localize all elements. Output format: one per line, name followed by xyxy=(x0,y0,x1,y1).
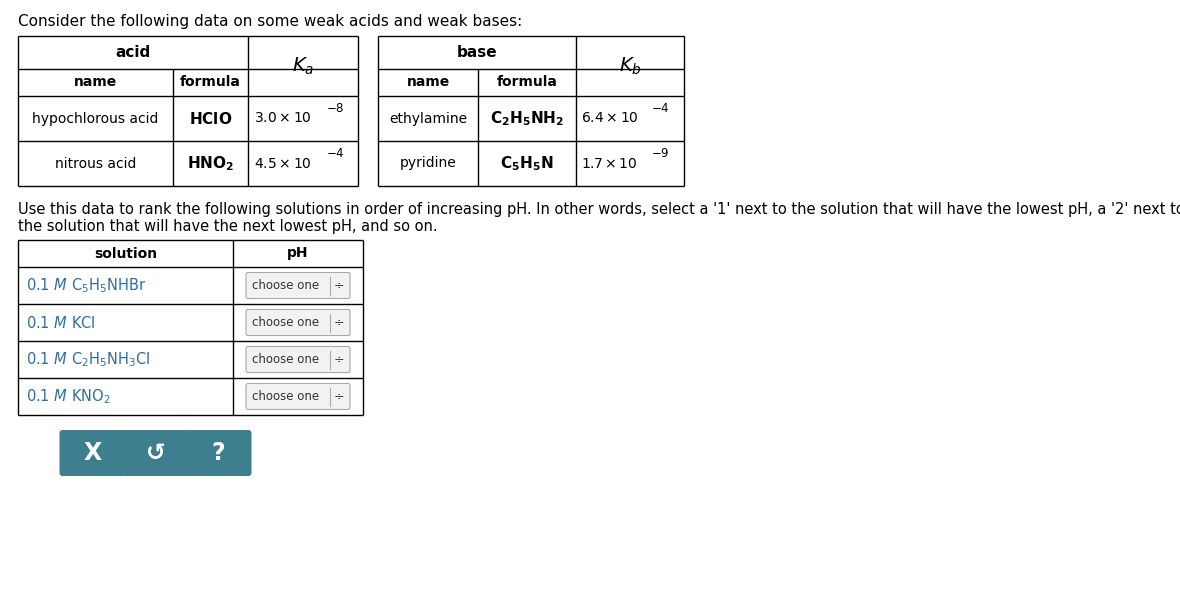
Text: pyridine: pyridine xyxy=(400,156,457,170)
Text: ÷: ÷ xyxy=(334,353,345,366)
Text: $-8$: $-8$ xyxy=(326,102,345,115)
Text: ÷: ÷ xyxy=(334,316,345,329)
Text: name: name xyxy=(74,75,117,89)
FancyBboxPatch shape xyxy=(245,384,350,409)
Text: Consider the following data on some weak acids and weak bases:: Consider the following data on some weak… xyxy=(18,14,523,29)
Text: $K_a$: $K_a$ xyxy=(291,55,314,77)
Text: choose one: choose one xyxy=(253,353,320,366)
FancyBboxPatch shape xyxy=(245,310,350,335)
Text: the solution that will have the next lowest pH, and so on.: the solution that will have the next low… xyxy=(18,219,438,234)
Text: $\mathbf{HClO}$: $\mathbf{HClO}$ xyxy=(189,110,232,126)
Text: name: name xyxy=(406,75,450,89)
Text: hypochlorous acid: hypochlorous acid xyxy=(32,112,158,126)
Text: ÷: ÷ xyxy=(334,390,345,403)
Text: 0.1 $\it{M}$ C$_5$H$_5$NHBr: 0.1 $\it{M}$ C$_5$H$_5$NHBr xyxy=(26,276,146,295)
Text: $3.0\times10$: $3.0\times10$ xyxy=(254,112,312,126)
FancyBboxPatch shape xyxy=(245,273,350,299)
Text: ↺: ↺ xyxy=(145,441,165,465)
Text: solution: solution xyxy=(94,246,157,261)
FancyBboxPatch shape xyxy=(59,430,125,476)
Text: $\mathbf{C_2H_5NH_2}$: $\mathbf{C_2H_5NH_2}$ xyxy=(490,109,564,128)
Text: formula: formula xyxy=(181,75,241,89)
Text: $4.5\times10$: $4.5\times10$ xyxy=(254,156,312,170)
Text: $6.4\times10$: $6.4\times10$ xyxy=(581,112,638,126)
Text: formula: formula xyxy=(497,75,557,89)
Text: $K_b$: $K_b$ xyxy=(618,55,642,77)
Text: choose one: choose one xyxy=(253,279,320,292)
Text: $-9$: $-9$ xyxy=(651,147,669,160)
Text: choose one: choose one xyxy=(253,316,320,329)
Text: $\mathbf{C_5H_5N}$: $\mathbf{C_5H_5N}$ xyxy=(500,154,553,173)
Text: ÷: ÷ xyxy=(334,279,345,292)
Text: $-4$: $-4$ xyxy=(326,147,345,160)
Text: Use this data to rank the following solutions in order of increasing pH. In othe: Use this data to rank the following solu… xyxy=(18,202,1180,217)
Text: X: X xyxy=(84,441,101,465)
Text: choose one: choose one xyxy=(253,390,320,403)
Text: ethylamine: ethylamine xyxy=(389,112,467,126)
FancyBboxPatch shape xyxy=(245,346,350,373)
Text: $-4$: $-4$ xyxy=(651,102,670,115)
Text: 0.1 $\it{M}$ KNO$_2$: 0.1 $\it{M}$ KNO$_2$ xyxy=(26,387,111,406)
Text: acid: acid xyxy=(116,45,151,60)
Text: pH: pH xyxy=(287,246,309,261)
Text: 0.1 $\it{M}$ C$_2$H$_5$NH$_3$Cl: 0.1 $\it{M}$ C$_2$H$_5$NH$_3$Cl xyxy=(26,350,150,369)
Text: $1.7\times10$: $1.7\times10$ xyxy=(581,156,637,170)
FancyBboxPatch shape xyxy=(123,430,189,476)
FancyBboxPatch shape xyxy=(185,430,251,476)
Text: $\mathbf{HNO_2}$: $\mathbf{HNO_2}$ xyxy=(186,154,234,173)
Text: base: base xyxy=(457,45,497,60)
Text: nitrous acid: nitrous acid xyxy=(54,156,136,170)
Text: 0.1 $\it{M}$ KCl: 0.1 $\it{M}$ KCl xyxy=(26,314,96,330)
Text: ?: ? xyxy=(211,441,225,465)
